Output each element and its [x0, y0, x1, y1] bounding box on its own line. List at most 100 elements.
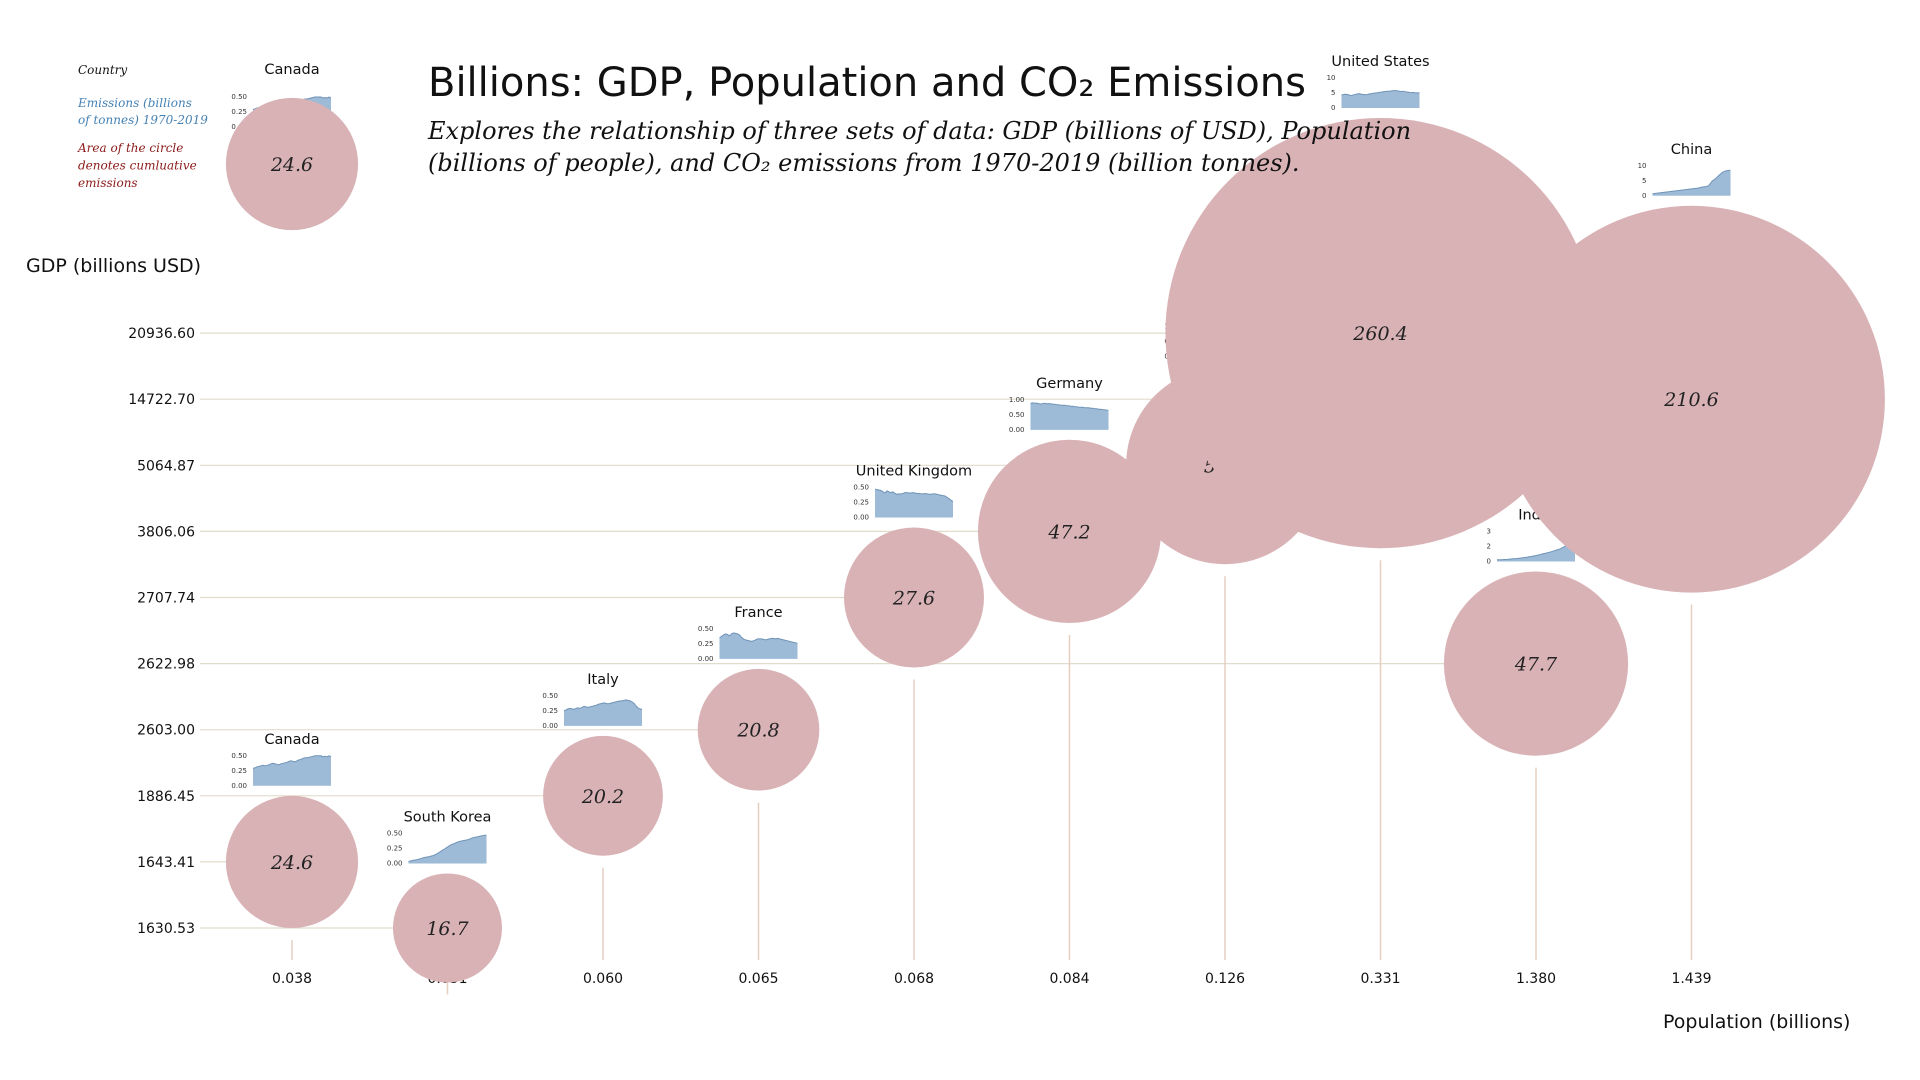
united-kingdom-emissions-line	[874, 488, 954, 503]
country-china: 210.6 10 5 0 China	[1498, 142, 1885, 593]
india-mini-tick: 3	[1487, 528, 1491, 536]
united-states-mini-tick: 0	[1331, 104, 1335, 112]
italy-mini-tick: 0.00	[542, 722, 558, 730]
country-name-south-korea: South Korea	[404, 810, 492, 826]
country-name-italy: Italy	[587, 672, 619, 688]
x-axis-ticks: 0.0380.0510.0600.0650.0680.0840.1260.331…	[272, 971, 1712, 987]
legend: Country Emissions (billions of tonnes) 197…	[77, 62, 359, 231]
legend-area-label-3: emissions	[78, 176, 138, 190]
germany-emissions-area	[1030, 402, 1109, 430]
canada-emissions-line	[252, 755, 332, 769]
y-tick-label: 1886.45	[137, 789, 195, 805]
country-name-france: France	[734, 605, 782, 621]
chart-subtitle-line-1: Explores the relationship of three sets …	[427, 117, 1411, 145]
italy-mini-tick: 0.50	[542, 692, 558, 700]
france-emissions-line	[719, 632, 798, 644]
y-tick-label: 1630.53	[137, 921, 195, 937]
germany-mini-tick: 0.00	[1009, 426, 1025, 434]
united-kingdom-emissions-area	[875, 489, 953, 518]
bubble-united-states	[1165, 118, 1596, 549]
chart-title: Billions: GDP, Population and CO₂ Emissi…	[428, 60, 1306, 106]
country-name-germany: Germany	[1036, 376, 1103, 392]
legend-example-country: Canada	[264, 62, 319, 78]
y-tick-label: 5064.87	[137, 458, 195, 474]
bubble-label-germany: 47.2	[1047, 521, 1090, 543]
x-tick-label: 0.331	[1360, 971, 1400, 987]
canada-mini-tick: 0.00	[231, 782, 247, 790]
france-mini-tick: 0.00	[698, 655, 714, 663]
france-emissions-area	[719, 632, 798, 659]
bubble-india	[1443, 571, 1629, 756]
china-emissions-area	[1652, 170, 1731, 196]
united-states-emissions-line	[1341, 90, 1420, 97]
south-korea-mini-tick: 0.25	[387, 845, 403, 853]
bubble-label-italy: 20.2	[581, 786, 624, 808]
x-tick-label: 0.068	[894, 971, 934, 987]
chart-subtitle-line-2: (billions of people), and CO₂ emissions …	[428, 149, 1300, 177]
country-name-china: China	[1671, 142, 1712, 158]
x-tick-label: 0.038	[272, 971, 312, 987]
legend-example-mini-tick: 0.25	[231, 108, 247, 116]
india-emissions-area	[1497, 536, 1575, 562]
y-tick-label: 2707.74	[137, 591, 195, 607]
south-korea-mini-tick: 0.50	[387, 830, 403, 838]
italy-mini-tick: 0.25	[542, 707, 558, 715]
south-korea-emissions-line	[408, 834, 487, 862]
country-france: 20.8 0.50 0.25 0.00 France	[697, 605, 820, 791]
legend-example-bubble	[225, 97, 359, 231]
china-mini-tick: 5	[1642, 177, 1646, 185]
legend-example-value: 24.6	[270, 154, 313, 176]
bubble-united-kingdom	[844, 527, 984, 668]
france-mini-tick: 0.25	[698, 640, 714, 648]
country-name-united-states: United States	[1331, 54, 1429, 70]
canada-emissions-area	[253, 755, 331, 786]
country-name-united-kingdom: United Kingdom	[856, 463, 972, 479]
y-tick-label: 14722.70	[128, 392, 195, 408]
x-tick-label: 0.126	[1205, 971, 1245, 987]
y-tick-label: 1643.41	[137, 855, 195, 871]
germany-mini-tick: 0.50	[1009, 411, 1025, 419]
canada-mini-tick: 0.50	[231, 752, 247, 760]
united-states-mini-tick: 10	[1327, 74, 1336, 82]
bubble-label-france: 20.8	[736, 720, 779, 742]
x-tick-label: 1.380	[1516, 971, 1556, 987]
bubble-germany	[977, 439, 1162, 623]
country-name-canada: Canada	[264, 732, 319, 748]
south-korea-emissions-area	[408, 835, 487, 864]
china-mini-tick: 10	[1638, 162, 1647, 170]
germany-emissions-line	[1030, 402, 1109, 411]
india-emissions-line	[1497, 535, 1576, 561]
united-states-emissions-area	[1341, 90, 1420, 108]
country-germany: 47.2 1.00 0.50 0.00 Germany	[977, 376, 1162, 623]
country-italy: 20.2 0.50 0.25 0.00 Italy	[542, 672, 663, 856]
united-kingdom-mini-tick: 0.00	[853, 513, 869, 521]
legend-example-mini-tick: 0.50	[231, 93, 247, 101]
bubble-label-canada: 24.6	[270, 852, 313, 874]
y-axis-ticks: 1630.53 1643.41 1886.45 2603.00 2622.98 2707.…	[128, 326, 195, 937]
legend-country-label: Country	[78, 63, 127, 77]
y-tick-label: 2622.98	[137, 657, 195, 673]
united-kingdom-mini-tick: 0.50	[853, 483, 869, 491]
china-mini-tick: 0	[1642, 192, 1646, 200]
x-tick-label: 0.084	[1049, 971, 1089, 987]
italy-emissions-area	[564, 699, 642, 726]
france-mini-tick: 0.50	[698, 625, 714, 633]
country-south-korea: 16.7 0.50 0.25 0.00 South Korea	[387, 810, 502, 983]
country-united-kingdom: 27.6 0.50 0.25 0.00 United Kingdom	[844, 463, 984, 668]
y-tick-label: 3806.06	[137, 524, 195, 540]
y-axis-title: GDP (billions USD)	[26, 255, 201, 277]
y-tick-label: 2603.00	[137, 723, 195, 739]
south-korea-mini-tick: 0.00	[387, 860, 403, 868]
bubble-label-united-kingdom: 27.6	[892, 588, 935, 610]
bubble-label-china: 210.6	[1663, 389, 1718, 411]
country-marks: 24.6 0.50 0.25 0.00 Canada 16.7 0.50 0.25 0.00 So…	[225, 54, 1885, 983]
x-tick-label: 0.060	[583, 971, 623, 987]
bubble-canada	[225, 795, 359, 929]
bubble-china	[1498, 205, 1885, 593]
bubble-italy	[543, 735, 663, 856]
legend-area-label-1: Area of the circle	[77, 141, 183, 155]
bubble-label-united-states: 260.4	[1352, 323, 1407, 345]
population-stems	[291, 560, 1693, 995]
italy-emissions-line	[563, 699, 643, 712]
